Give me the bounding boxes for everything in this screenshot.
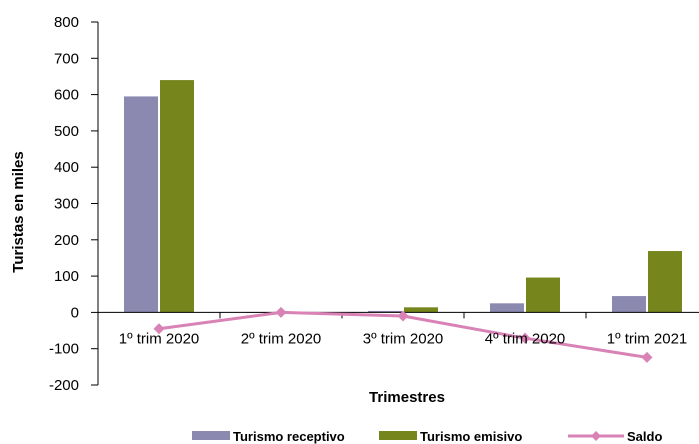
y-axis: -200 -100 0 100 200 300 400 500 600 700 800: [49, 14, 99, 394]
y-tick-label: 800: [54, 14, 79, 31]
y-tick-label: 100: [54, 268, 79, 285]
bar-turismo-receptivo: [368, 310, 402, 313]
bar-turismo-receptivo: [612, 296, 646, 313]
bar-turismo-emisivo: [526, 277, 560, 313]
y-tick-label: 200: [54, 232, 79, 249]
y-tick-label: 0: [71, 304, 79, 321]
y-tick-label: 300: [54, 196, 79, 213]
legend-label: Turismo emisivo: [420, 429, 522, 444]
bar-turismo-emisivo: [648, 251, 682, 313]
x-tick-label: 2º trim 2020: [241, 330, 322, 347]
y-tick-label: 500: [54, 123, 79, 140]
bar-turismo-emisivo: [160, 80, 194, 313]
legend-label: Turismo receptivo: [233, 429, 345, 444]
y-tick-label: -200: [49, 377, 79, 394]
saldo-point: [519, 332, 531, 344]
legend-swatch: [379, 431, 417, 440]
bar-turismo-emisivo: [404, 307, 438, 313]
y-tick-label: 700: [54, 50, 79, 67]
y-tick-label: 600: [54, 87, 79, 104]
y-tick-label: -100: [49, 341, 79, 358]
x-axis-title: Trimestres: [369, 389, 445, 406]
y-tick-label: 400: [54, 159, 79, 176]
x-tick-label: 3º trim 2020: [363, 330, 444, 347]
x-tick-label: 4º trim 2020: [485, 330, 566, 347]
legend-swatch: [192, 431, 230, 440]
saldo-point: [153, 323, 165, 335]
x-tick-labels: 1º trim 2020 2º trim 2020 3º trim 2020 4º t…: [119, 330, 688, 347]
bar-turismo-receptivo: [124, 96, 158, 313]
y-axis-title: Turistas en miles: [10, 151, 27, 272]
legend: Turismo receptivo Turismo emisivo Saldo: [192, 429, 662, 444]
bar-turismo-receptivo: [490, 303, 524, 313]
saldo-point: [397, 310, 409, 322]
line-series: [153, 306, 653, 363]
legend-swatch-marker: [591, 431, 601, 441]
saldo-point: [641, 351, 653, 363]
bars: [124, 80, 682, 313]
legend-label: Saldo: [627, 429, 662, 444]
saldo-point: [275, 306, 287, 318]
x-tick-label: 1º trim 2020: [119, 330, 200, 347]
x-tick-label: 1º trim 2021: [607, 330, 688, 347]
